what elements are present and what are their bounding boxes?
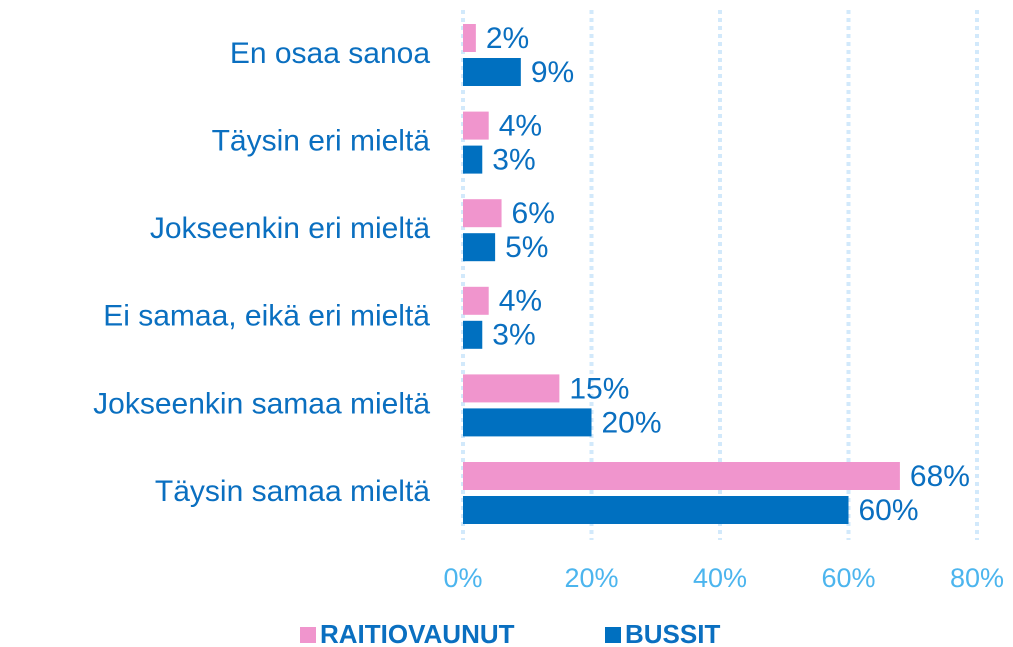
bar <box>463 462 900 490</box>
x-tick-label: 40% <box>693 563 747 593</box>
category-label: Jokseenkin samaa mieltä <box>93 387 430 420</box>
bar <box>463 320 483 349</box>
bar <box>463 496 849 524</box>
value-label: 15% <box>569 372 629 405</box>
bar <box>463 408 592 437</box>
value-label: 5% <box>505 231 548 264</box>
bar <box>463 58 521 86</box>
x-tick-label: 0% <box>443 563 482 593</box>
value-label: 9% <box>531 56 574 89</box>
bar <box>463 286 489 315</box>
x-tick-label: 20% <box>564 563 618 593</box>
bar <box>463 24 476 52</box>
legend-label: BUSSIT <box>625 619 720 647</box>
category-label: Jokseenkin eri mieltä <box>150 212 430 245</box>
category-label: Täysin eri mieltä <box>212 125 431 158</box>
value-label: 3% <box>492 319 535 352</box>
bar <box>463 145 483 174</box>
legend-label: RAITIOVAUNUT <box>320 619 515 647</box>
value-label: 6% <box>512 197 555 230</box>
value-label: 4% <box>499 285 542 318</box>
x-tick-label: 80% <box>950 563 1004 593</box>
category-label: En osaa sanoa <box>230 37 430 70</box>
legend-swatch <box>300 627 316 643</box>
bar <box>463 199 502 228</box>
bar <box>463 233 496 262</box>
bar <box>463 374 560 403</box>
value-label: 2% <box>486 22 529 55</box>
value-label: 3% <box>492 144 535 177</box>
value-label: 60% <box>859 494 919 527</box>
value-label: 20% <box>602 406 662 439</box>
category-label: Täysin samaa mieltä <box>155 475 430 508</box>
legend-swatch <box>605 627 621 643</box>
category-label: Ei samaa, eikä eri mieltä <box>103 300 430 333</box>
value-label: 68% <box>910 460 970 493</box>
bar <box>463 111 489 140</box>
x-tick-label: 60% <box>821 563 875 593</box>
value-label: 4% <box>499 110 542 143</box>
